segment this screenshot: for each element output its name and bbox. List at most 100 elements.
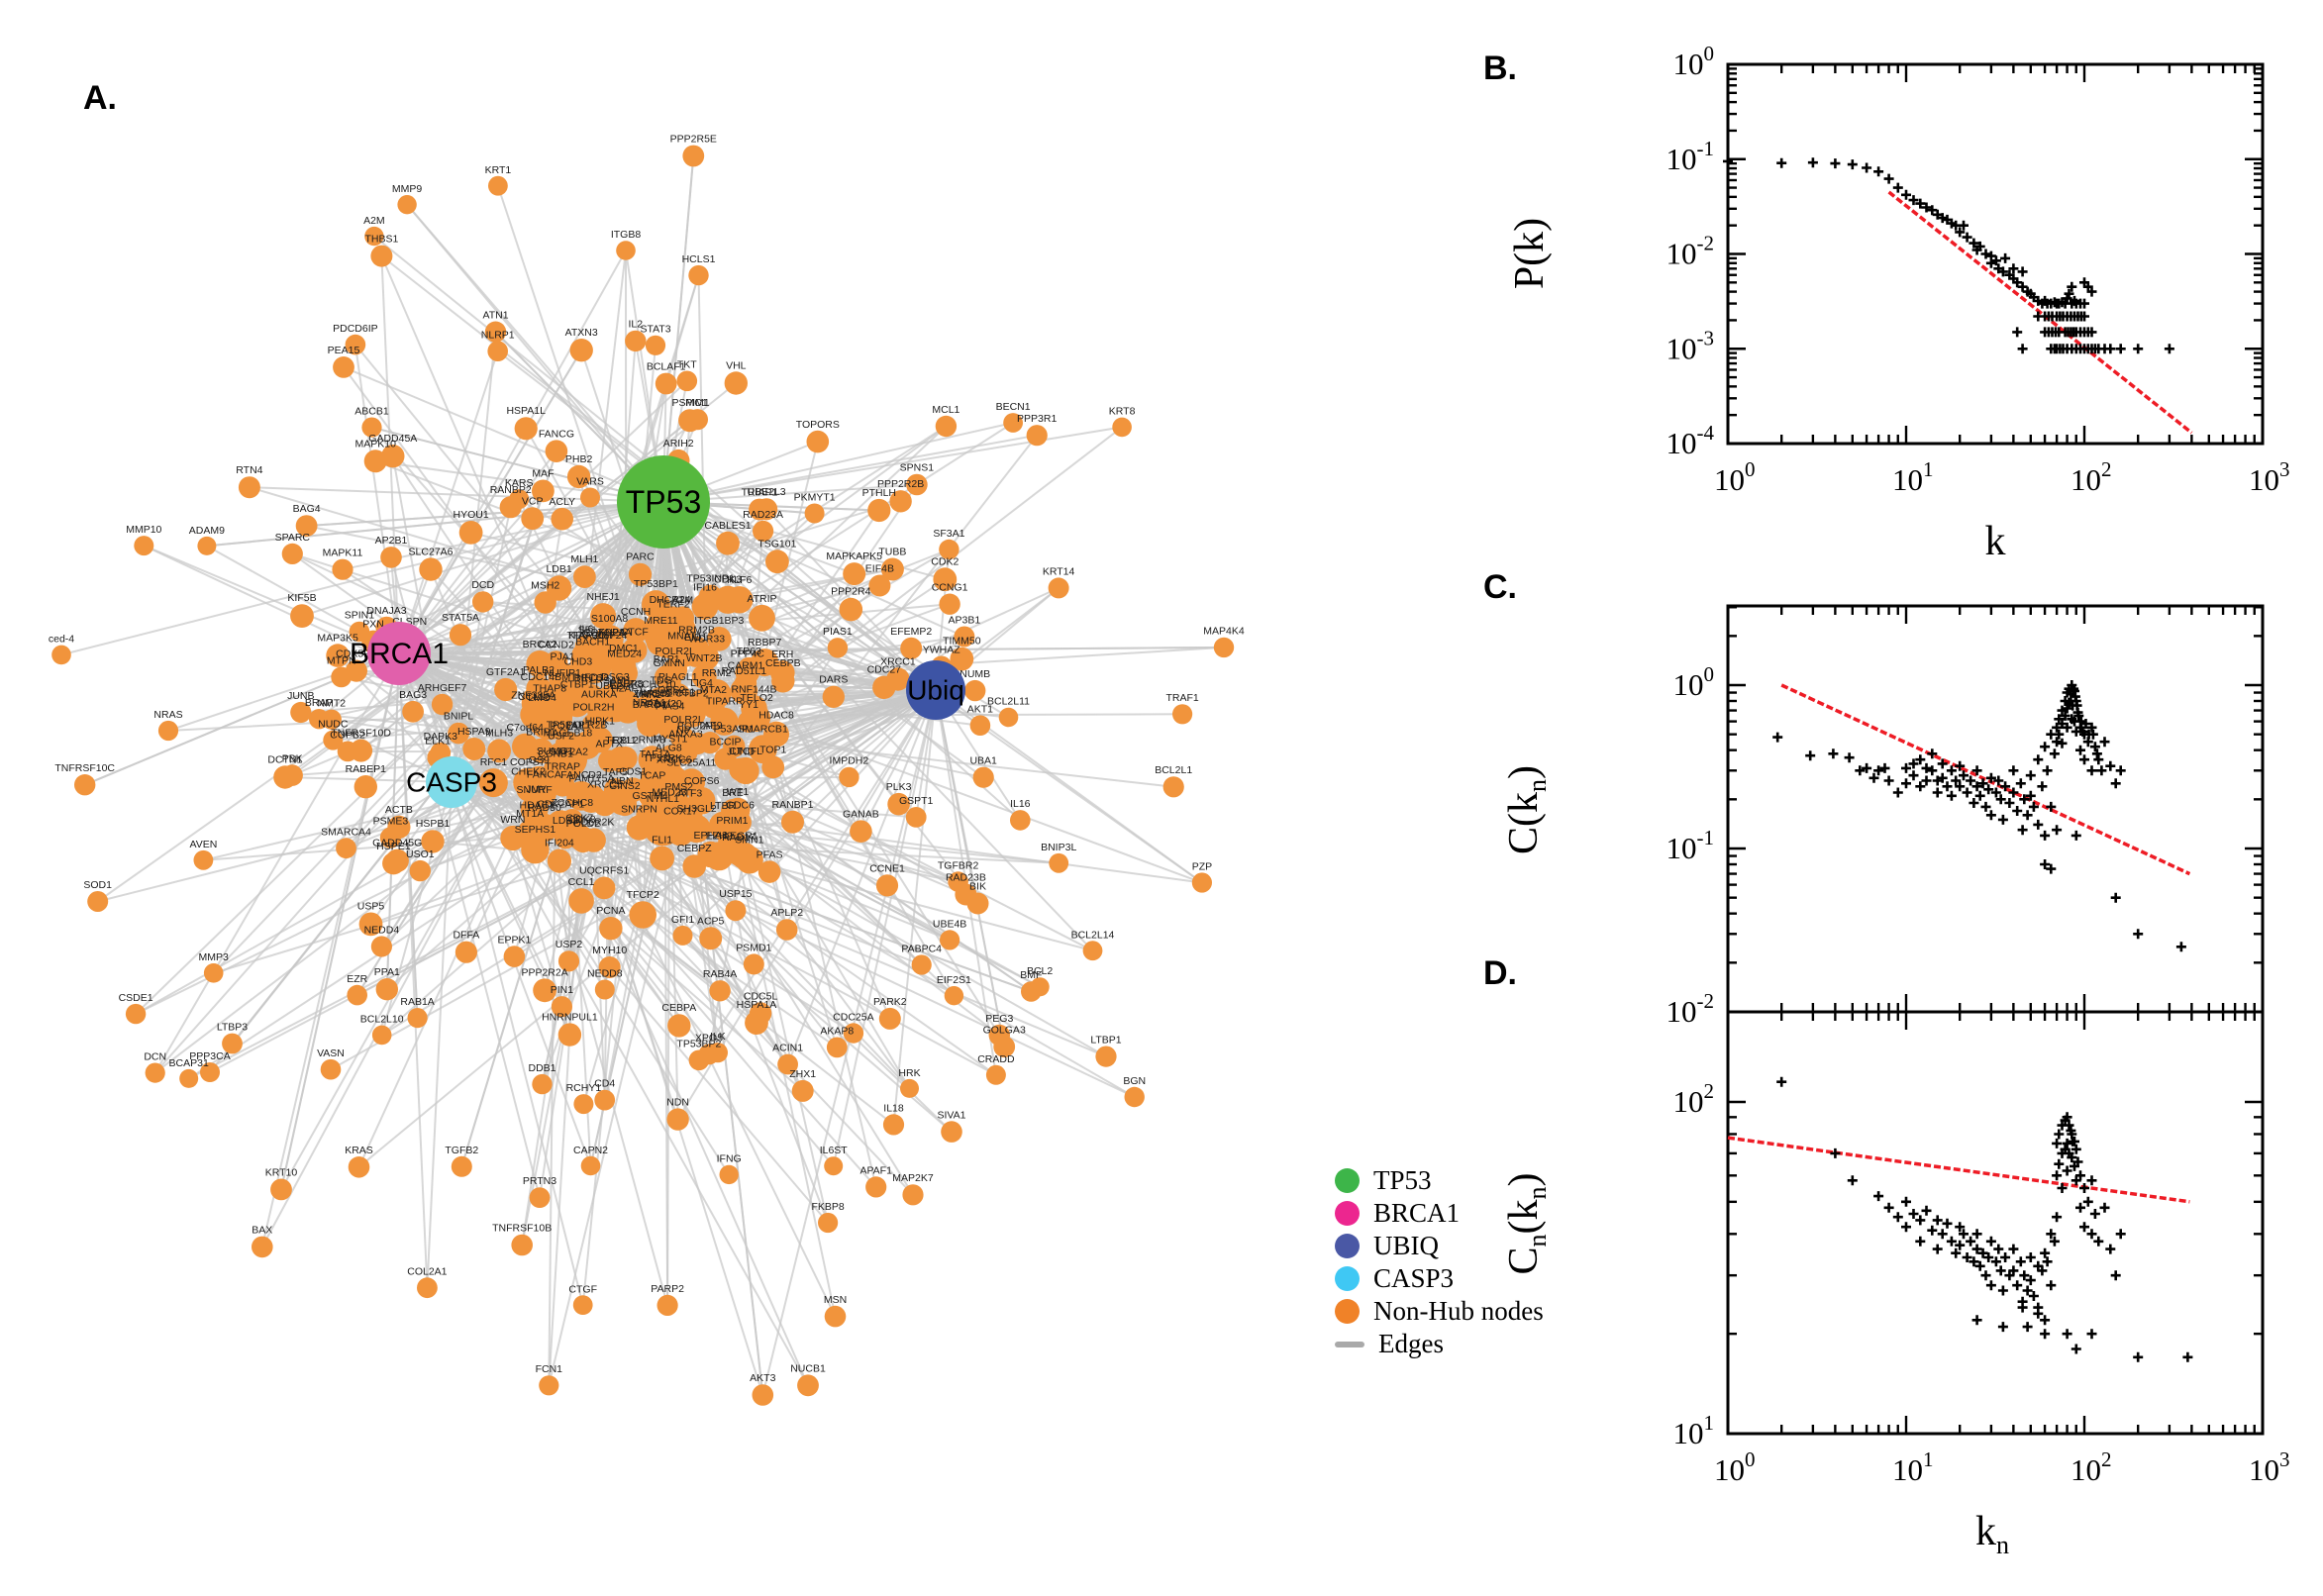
gene-label: CHEK2 [511, 765, 546, 777]
network-node [145, 1062, 165, 1083]
network-edge [343, 365, 664, 503]
network-node [350, 739, 373, 762]
gene-label: POU2F1 [677, 721, 718, 733]
network-node [270, 1178, 292, 1201]
gene-label: IL18 [883, 1102, 904, 1114]
network-edge [935, 689, 1006, 1047]
network-node [827, 638, 849, 658]
gene-label: VARS [576, 476, 604, 488]
gene-label: TGFBR2 [938, 859, 979, 871]
gene-label: TRRAP [545, 761, 580, 773]
nonhub-dot-icon [1335, 1299, 1360, 1324]
gene-label: TP53RK [644, 752, 683, 764]
network-node [290, 604, 314, 628]
gene-label: PKMYT1 [794, 491, 836, 503]
network-node [551, 996, 573, 1018]
network-node [134, 536, 154, 556]
gene-label: FKBP8 [811, 1201, 844, 1213]
gene-label: RRM2B [678, 625, 715, 637]
network-node [688, 264, 709, 286]
network-node [345, 659, 367, 682]
gene-label: EIF2S1 [937, 974, 971, 986]
network-node [125, 1003, 147, 1025]
gene-label: PPP4C [731, 648, 765, 660]
network-node [179, 1068, 199, 1088]
gene-label: BCLAF1 [647, 361, 686, 373]
gene-label: CRADD [977, 1053, 1015, 1065]
gene-label: GFI1 [671, 914, 694, 926]
network-node [348, 1156, 370, 1178]
gene-label: BCCIP [709, 736, 741, 748]
network-node [364, 226, 384, 247]
gene-label: TIPARP [706, 696, 743, 708]
gene-label: BRE [722, 787, 744, 799]
network-node [363, 449, 387, 473]
gene-label: BCAP31 [169, 1057, 209, 1069]
network-node [806, 430, 830, 453]
gene-label: MAPK10 [354, 438, 396, 449]
gene-label: PIAS1 [823, 626, 853, 638]
gene-label: ABCB1 [354, 406, 389, 418]
network-node [880, 557, 904, 581]
network-node [964, 679, 986, 702]
gene-label: ELK1 [425, 736, 451, 748]
network-node [1172, 704, 1193, 725]
gene-label: POLR2K [573, 817, 614, 829]
gene-label: BRAP [305, 697, 334, 709]
gene-label: HSPA1A [737, 999, 777, 1011]
network-node [709, 980, 731, 1002]
gene-label: CEBPB [765, 657, 801, 669]
gene-label: PIAS4 [656, 701, 685, 713]
gene-label: TOP2A [598, 627, 632, 639]
gene-label: BGN [1123, 1075, 1146, 1087]
gene-label: CCL16 [518, 691, 551, 703]
network-node [765, 549, 789, 574]
gene-label: CEBPA [661, 1002, 696, 1014]
gene-label: FANCG [539, 429, 574, 441]
gene-label: COL2A1 [407, 1265, 447, 1277]
network-node [526, 675, 552, 702]
network-node [580, 1155, 601, 1176]
gene-label: CTBP1 [560, 678, 594, 690]
network-node [290, 701, 312, 724]
network-node [407, 1008, 428, 1029]
gene-label: DCTN1 [267, 753, 302, 765]
gene-label: PPP2R2A [521, 966, 567, 978]
gene-label: ARHGEF7 [418, 682, 467, 694]
gene-label: COPS7 [510, 756, 546, 768]
gene-label: ATXN3 [565, 327, 598, 339]
gene-label: HSPA9 [457, 726, 491, 738]
gene-label: MTA2 [700, 684, 727, 696]
gene-label: BNIPL [444, 711, 474, 723]
gene-label: MLH1 [570, 553, 598, 565]
gene-label: NHEJ1 [586, 591, 619, 603]
gene-label: MAPKAPK5 [826, 550, 882, 562]
gene-label: MCL1 [932, 404, 960, 416]
gene-label: HIPK1 [585, 715, 616, 727]
gene-label: BAX [252, 1225, 272, 1237]
gene-label: ZNF385A [511, 690, 556, 702]
gene-label: ILK [710, 1031, 726, 1043]
network-node [727, 843, 751, 866]
gene-label: CEBPZ [677, 843, 713, 854]
gene-label: USP2 [556, 939, 583, 950]
gene-label: P53AIP1 [714, 724, 756, 736]
network-node [752, 1384, 774, 1406]
network-nodes [51, 145, 1235, 1406]
network-edge [760, 617, 984, 779]
gene-label: TAF5 [603, 766, 628, 778]
gene-label: DMC1 [609, 643, 639, 654]
gene-label: AP2B1 [375, 535, 408, 547]
scatter-points [1776, 1076, 2193, 1362]
network-node [488, 175, 508, 196]
gene-label: MED24 [607, 648, 642, 659]
gene-label: USF2 [548, 730, 574, 742]
gene-label: PSME3 [373, 816, 409, 828]
gene-label: PXN [362, 619, 384, 631]
network-node [354, 775, 377, 799]
network-node [478, 768, 508, 798]
network-edge [398, 652, 429, 1288]
network-node [944, 986, 964, 1006]
